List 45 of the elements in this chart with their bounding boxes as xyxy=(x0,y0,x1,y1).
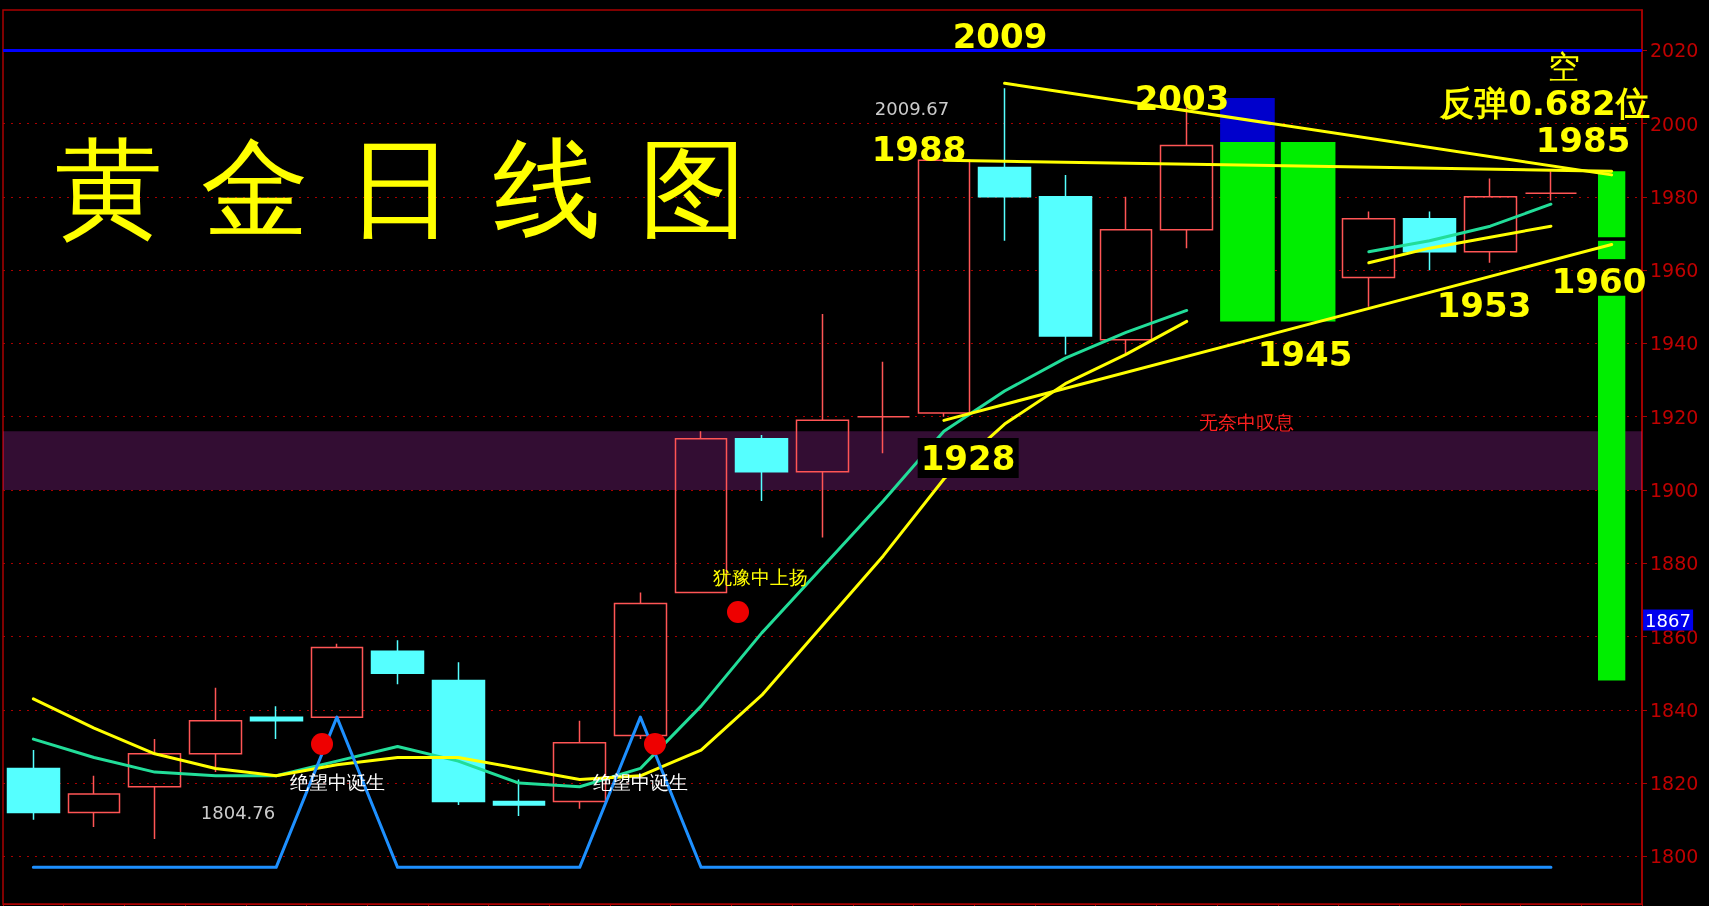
y-tick-label: 1940 xyxy=(1650,332,1699,355)
candlestick xyxy=(856,360,911,455)
y-tick-label: 1840 xyxy=(1650,698,1699,721)
candlestick xyxy=(249,705,304,740)
candlestick xyxy=(977,87,1032,242)
y-tick-label: 1900 xyxy=(1650,478,1699,501)
annotation: 1953 xyxy=(1436,285,1532,325)
annotation: 2009.67 xyxy=(874,97,950,119)
annotation: 1988 xyxy=(871,129,967,169)
candlestick xyxy=(1038,174,1093,356)
candlestick xyxy=(431,661,486,806)
candlestick xyxy=(734,434,789,502)
candlestick xyxy=(1341,210,1396,308)
annotation: 1804.76 xyxy=(200,801,276,823)
text: 1867 xyxy=(1643,609,1693,631)
annotation: 无奈中叹息 xyxy=(1198,410,1294,435)
candlestick xyxy=(1099,196,1153,356)
y-tick-label: 2000 xyxy=(1650,112,1699,135)
y-tick-label: 1920 xyxy=(1650,405,1699,428)
candlestick xyxy=(310,643,364,718)
annotation: 1945 xyxy=(1257,334,1353,374)
candlestick xyxy=(370,639,425,685)
candlestick xyxy=(1524,170,1578,202)
annotation: 1985 xyxy=(1535,120,1631,160)
y-tick-label: 1980 xyxy=(1650,185,1699,208)
annotation: 2003 xyxy=(1134,78,1230,118)
text: 黄金日线图 xyxy=(55,125,785,253)
annotation: 1928 xyxy=(917,438,1019,478)
y-tick-label: 1960 xyxy=(1650,259,1699,282)
bar xyxy=(1220,141,1275,322)
bar xyxy=(1280,141,1336,322)
y-tick-label: 1800 xyxy=(1650,845,1699,868)
y-tick-label: 1880 xyxy=(1650,552,1699,575)
candlestick xyxy=(127,738,182,840)
candlestick xyxy=(613,591,668,740)
bar xyxy=(1597,171,1626,238)
annotation: 空 xyxy=(1548,47,1580,88)
candlestick xyxy=(795,313,850,539)
y-tick-label: 2020 xyxy=(1650,39,1699,62)
annotation: 2009 xyxy=(952,16,1048,56)
y-tick-label: 1820 xyxy=(1650,772,1699,795)
candlestick xyxy=(1463,177,1518,264)
candlestick xyxy=(188,687,243,773)
candlestick xyxy=(6,749,61,821)
candlestick xyxy=(492,778,546,817)
